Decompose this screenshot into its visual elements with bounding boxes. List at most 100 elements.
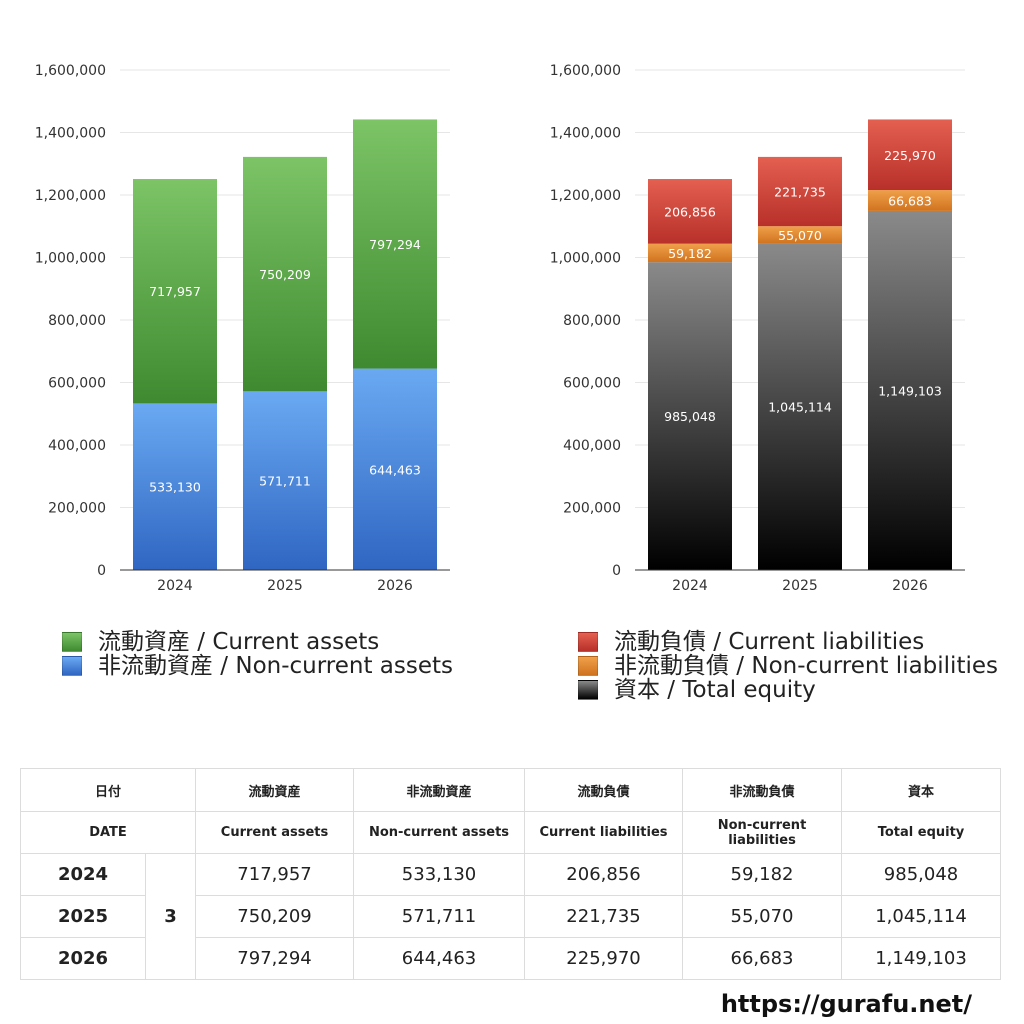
legend-label: 非流動負債 / Non-current liabilities <box>614 653 998 679</box>
header-total-equity-en: Total equity <box>841 811 1002 854</box>
legend-item-total-equity: 資本 / Total equity <box>578 678 998 702</box>
row-year: 2026 <box>20 937 146 980</box>
bar-segment <box>133 179 217 404</box>
table-row: 2026 797,294 644,463 225,970 66,683 1,14… <box>20 937 1002 980</box>
y-tick-label: 200,000 <box>563 501 621 517</box>
bar-segment <box>648 262 732 570</box>
data-label: 571,711 <box>259 474 311 489</box>
cell-total-equity: 1,149,103 <box>841 937 1002 980</box>
x-tick-label: 2024 <box>157 578 193 594</box>
legend-label: 流動負債 / Current liabilities <box>614 629 925 655</box>
y-tick-label: 600,000 <box>563 376 621 392</box>
y-tick-label: 1,000,000 <box>35 251 106 267</box>
y-tick-label: 1,400,000 <box>35 126 106 142</box>
cell-non-current-liabilities: 55,070 <box>682 895 843 938</box>
bar-segment <box>133 403 217 570</box>
row-month: 3 <box>144 853 197 980</box>
data-label: 985,048 <box>664 409 716 424</box>
header-non-current-assets-en: Non-current assets <box>353 811 526 854</box>
header-total-equity-ja: 資本 <box>841 768 1002 812</box>
data-label: 59,182 <box>668 246 712 261</box>
cell-non-current-liabilities: 66,683 <box>682 937 843 980</box>
legend-label: 資本 / Total equity <box>614 677 816 703</box>
y-tick-label: 1,600,000 <box>35 63 106 79</box>
cell-current-assets: 797,294 <box>195 937 355 980</box>
data-label: 55,070 <box>778 228 822 243</box>
row-year: 2024 <box>20 853 146 896</box>
bar-segment <box>353 119 437 369</box>
legend-swatch-non-current-liabilities <box>578 656 598 676</box>
legend-item-current-assets: 流動資産 / Current assets <box>62 630 453 654</box>
header-non-current-assets-ja: 非流動資産 <box>353 768 526 812</box>
bar-segment <box>648 179 732 244</box>
y-tick-label: 1,400,000 <box>550 126 621 142</box>
data-label: 750,209 <box>259 267 311 282</box>
bar-segment <box>758 243 842 571</box>
cell-total-equity: 1,045,114 <box>841 895 1002 938</box>
y-tick-label: 0 <box>612 563 621 579</box>
y-tick-label: 1,200,000 <box>550 188 621 204</box>
y-tick-label: 400,000 <box>563 438 621 454</box>
cell-non-current-assets: 533,130 <box>353 853 526 896</box>
cell-current-assets: 750,209 <box>195 895 355 938</box>
y-tick-label: 1,000,000 <box>550 251 621 267</box>
y-tick-label: 0 <box>97 563 106 579</box>
legend-assets: 流動資産 / Current assets 非流動資産 / Non-curren… <box>62 630 453 678</box>
table-header-ja: 日付 流動資産 非流動資産 流動負債 非流動負債 資本 <box>19 768 1002 812</box>
bar-segment <box>243 156 327 392</box>
legend-swatch-current-assets <box>62 632 82 652</box>
data-label: 221,735 <box>774 185 826 200</box>
y-tick-label: 800,000 <box>563 313 621 329</box>
bar-segment <box>868 119 952 191</box>
table-header-en: DATE Current assets Non-current assets C… <box>19 811 1002 854</box>
legend-liabilities-equity: 流動負債 / Current liabilities 非流動負債 / Non-c… <box>578 630 998 702</box>
data-label: 533,130 <box>149 480 201 495</box>
legend-label: 流動資産 / Current assets <box>98 629 380 655</box>
header-date-en: DATE <box>19 811 197 854</box>
site-url: https://gurafu.net/ <box>720 990 972 1018</box>
legend-item-non-current-liabilities: 非流動負債 / Non-current liabilities <box>578 654 998 678</box>
data-label: 225,970 <box>884 148 936 163</box>
legend-label: 非流動資産 / Non-current assets <box>98 653 454 679</box>
cell-current-liabilities: 206,856 <box>524 853 684 896</box>
legend-swatch-total-equity <box>578 680 598 700</box>
y-tick-label: 400,000 <box>48 438 106 454</box>
y-tick-label: 1,600,000 <box>550 63 621 79</box>
data-label: 717,957 <box>149 284 201 299</box>
y-tick-label: 200,000 <box>48 501 106 517</box>
y-tick-label: 800,000 <box>48 313 106 329</box>
cell-non-current-assets: 571,711 <box>353 895 526 938</box>
data-label: 66,683 <box>888 193 932 208</box>
data-label: 1,149,103 <box>878 383 942 398</box>
cell-non-current-liabilities: 59,182 <box>682 853 843 896</box>
legend-swatch-non-current-assets <box>62 656 82 676</box>
x-tick-label: 2024 <box>672 578 708 594</box>
header-non-current-liabilities-ja: 非流動負債 <box>682 768 843 812</box>
header-date-ja: 日付 <box>19 768 197 812</box>
cell-current-assets: 717,957 <box>195 853 355 896</box>
bar-segment <box>758 156 842 227</box>
x-tick-label: 2025 <box>782 578 818 594</box>
table-row: 2024 3 717,957 533,130 206,856 59,182 98… <box>20 853 1002 980</box>
header-current-assets-ja: 流動資産 <box>195 768 355 812</box>
bar-segment <box>758 226 842 244</box>
data-label: 797,294 <box>369 237 421 252</box>
x-tick-label: 2026 <box>892 578 928 594</box>
x-tick-label: 2026 <box>377 578 413 594</box>
bar-segment <box>648 243 732 263</box>
legend-item-non-current-assets: 非流動資産 / Non-current assets <box>62 654 453 678</box>
cell-current-liabilities: 225,970 <box>524 937 684 980</box>
x-tick-label: 2025 <box>267 578 303 594</box>
data-table: 日付 流動資産 非流動資産 流動負債 非流動負債 資本 DATE Current… <box>19 768 1002 980</box>
data-label: 1,045,114 <box>768 400 832 415</box>
header-non-current-liabilities-en: Non-current liabilities <box>682 811 843 854</box>
data-label: 206,856 <box>664 204 716 219</box>
cell-non-current-assets: 644,463 <box>353 937 526 980</box>
header-current-assets-en: Current assets <box>195 811 355 854</box>
bar-segment <box>353 368 437 570</box>
data-label: 644,463 <box>369 462 421 477</box>
y-tick-label: 1,200,000 <box>35 188 106 204</box>
chart-liabilities-equity: 0 200,000 400,000 600,000 800,000 1,000,000 1,… <box>550 63 965 594</box>
bar-segment <box>868 190 952 211</box>
legend-swatch-current-liabilities <box>578 632 598 652</box>
